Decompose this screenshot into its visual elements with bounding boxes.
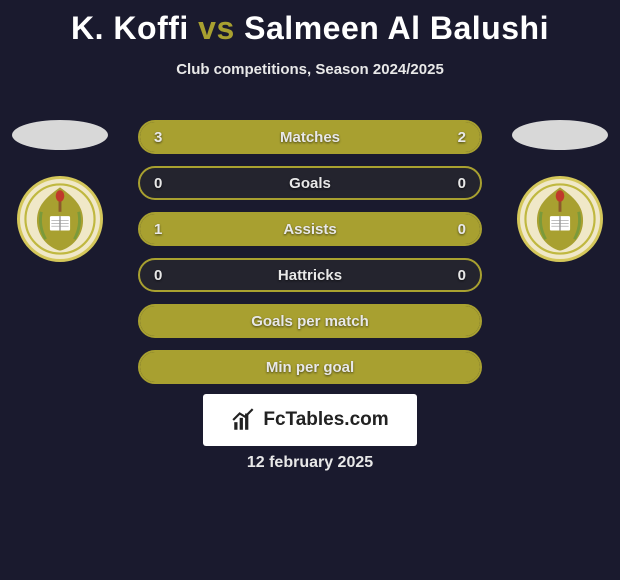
stat-label: Matches: [140, 129, 480, 146]
stats-container: 3Matches20Goals01Assists00Hattricks0Goal…: [138, 120, 482, 396]
club-badge-left: [17, 176, 103, 262]
stat-label: Goals: [140, 175, 480, 192]
title-player-left: K. Koffi: [71, 10, 189, 46]
stat-row: 1Assists0: [138, 212, 482, 246]
stat-row: Goals per match: [138, 304, 482, 338]
player-left-column: [10, 120, 110, 262]
avatar-placeholder-icon: [12, 120, 108, 150]
title-vs: vs: [198, 10, 235, 46]
stat-row: 3Matches2: [138, 120, 482, 154]
stat-value-right: 2: [446, 129, 466, 146]
stat-label: Assists: [140, 221, 480, 238]
site-logo: FcTables.com: [203, 394, 417, 446]
stat-row: 0Hattricks0: [138, 258, 482, 292]
logo-text: FcTables.com: [263, 409, 388, 431]
stat-value-right: 0: [446, 267, 466, 284]
club-crest-icon: [24, 183, 96, 255]
club-crest-icon: [524, 183, 596, 255]
title-player-right: Salmeen Al Balushi: [244, 10, 549, 46]
page-title: K. Koffi vs Salmeen Al Balushi: [0, 0, 620, 47]
stat-label: Hattricks: [140, 267, 480, 284]
player-right-column: [510, 120, 610, 262]
stat-row: Min per goal: [138, 350, 482, 384]
stat-label: Min per goal: [140, 359, 480, 376]
chart-icon: [231, 407, 257, 433]
stat-value-right: 0: [446, 221, 466, 238]
subtitle: Club competitions, Season 2024/2025: [0, 61, 620, 78]
stat-label: Goals per match: [140, 313, 480, 330]
club-badge-right: [517, 176, 603, 262]
date: 12 february 2025: [0, 454, 620, 472]
stat-row: 0Goals0: [138, 166, 482, 200]
avatar-placeholder-icon: [512, 120, 608, 150]
stat-value-right: 0: [446, 175, 466, 192]
